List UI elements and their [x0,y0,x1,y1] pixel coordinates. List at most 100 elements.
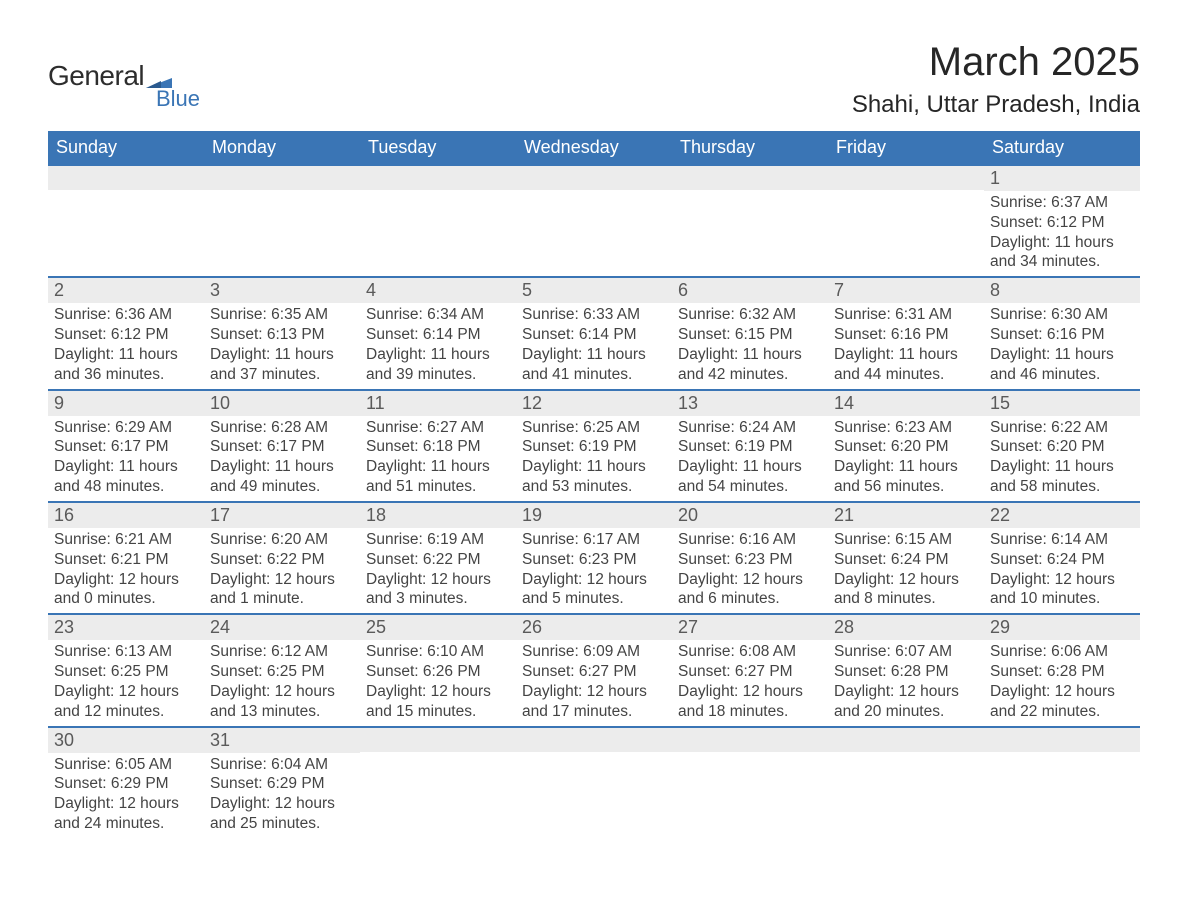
calendar-day-cell: 13Sunrise: 6:24 AMSunset: 6:19 PMDayligh… [672,390,828,502]
day-data: Sunrise: 6:24 AMSunset: 6:19 PMDaylight:… [672,416,828,501]
day-number [828,728,984,752]
daylight-text: Daylight: 12 hours and 8 minutes. [834,570,978,610]
day-data: Sunrise: 6:19 AMSunset: 6:22 PMDaylight:… [360,528,516,613]
day-data [516,190,672,276]
day-data [672,190,828,276]
calendar-day-cell: 24Sunrise: 6:12 AMSunset: 6:25 PMDayligh… [204,614,360,726]
sunset-text: Sunset: 6:27 PM [522,662,666,682]
sunrise-text: Sunrise: 6:21 AM [54,530,198,550]
sunset-text: Sunset: 6:25 PM [210,662,354,682]
day-data: Sunrise: 6:20 AMSunset: 6:22 PMDaylight:… [204,528,360,613]
day-number: 23 [48,615,204,640]
sunset-text: Sunset: 6:21 PM [54,550,198,570]
calendar-day-cell [516,165,672,277]
sunrise-text: Sunrise: 6:34 AM [366,305,510,325]
month-title: March 2025 [852,40,1140,85]
day-number [48,166,204,190]
day-data [360,190,516,276]
day-data: Sunrise: 6:07 AMSunset: 6:28 PMDaylight:… [828,640,984,725]
weekday-header: Tuesday [360,131,516,165]
calendar-day-cell [360,165,516,277]
sunrise-text: Sunrise: 6:06 AM [990,642,1134,662]
day-number: 1 [984,166,1140,191]
calendar-day-cell: 10Sunrise: 6:28 AMSunset: 6:17 PMDayligh… [204,390,360,502]
sunset-text: Sunset: 6:12 PM [990,213,1134,233]
daylight-text: Daylight: 12 hours and 20 minutes. [834,682,978,722]
sunrise-text: Sunrise: 6:20 AM [210,530,354,550]
calendar-week-row: 16Sunrise: 6:21 AMSunset: 6:21 PMDayligh… [48,502,1140,614]
day-data: Sunrise: 6:22 AMSunset: 6:20 PMDaylight:… [984,416,1140,501]
calendar-day-cell: 11Sunrise: 6:27 AMSunset: 6:18 PMDayligh… [360,390,516,502]
day-data: Sunrise: 6:06 AMSunset: 6:28 PMDaylight:… [984,640,1140,725]
daylight-text: Daylight: 11 hours and 36 minutes. [54,345,198,385]
sunrise-text: Sunrise: 6:09 AM [522,642,666,662]
sunset-text: Sunset: 6:20 PM [990,437,1134,457]
calendar-day-cell: 16Sunrise: 6:21 AMSunset: 6:21 PMDayligh… [48,502,204,614]
daylight-text: Daylight: 11 hours and 56 minutes. [834,457,978,497]
daylight-text: Daylight: 12 hours and 1 minute. [210,570,354,610]
sunrise-text: Sunrise: 6:12 AM [210,642,354,662]
calendar-day-cell: 19Sunrise: 6:17 AMSunset: 6:23 PMDayligh… [516,502,672,614]
title-block: March 2025 Shahi, Uttar Pradesh, India [852,40,1140,119]
daylight-text: Daylight: 12 hours and 24 minutes. [54,794,198,834]
sunset-text: Sunset: 6:28 PM [834,662,978,682]
calendar-day-cell: 12Sunrise: 6:25 AMSunset: 6:19 PMDayligh… [516,390,672,502]
day-data: Sunrise: 6:28 AMSunset: 6:17 PMDaylight:… [204,416,360,501]
calendar-day-cell [360,727,516,838]
day-number: 9 [48,391,204,416]
weekday-header: Thursday [672,131,828,165]
day-number: 6 [672,278,828,303]
day-data: Sunrise: 6:36 AMSunset: 6:12 PMDaylight:… [48,303,204,388]
sunrise-text: Sunrise: 6:04 AM [210,755,354,775]
calendar-day-cell: 6Sunrise: 6:32 AMSunset: 6:15 PMDaylight… [672,277,828,389]
calendar-table: Sunday Monday Tuesday Wednesday Thursday… [48,131,1140,838]
sunset-text: Sunset: 6:23 PM [678,550,822,570]
day-data: Sunrise: 6:14 AMSunset: 6:24 PMDaylight:… [984,528,1140,613]
day-data: Sunrise: 6:31 AMSunset: 6:16 PMDaylight:… [828,303,984,388]
day-number: 27 [672,615,828,640]
sunrise-text: Sunrise: 6:14 AM [990,530,1134,550]
calendar-day-cell: 5Sunrise: 6:33 AMSunset: 6:14 PMDaylight… [516,277,672,389]
daylight-text: Daylight: 12 hours and 6 minutes. [678,570,822,610]
sunrise-text: Sunrise: 6:27 AM [366,418,510,438]
sunrise-text: Sunrise: 6:31 AM [834,305,978,325]
day-data: Sunrise: 6:09 AMSunset: 6:27 PMDaylight:… [516,640,672,725]
day-data [828,190,984,276]
sunset-text: Sunset: 6:29 PM [210,774,354,794]
weekday-header: Wednesday [516,131,672,165]
calendar-day-cell: 27Sunrise: 6:08 AMSunset: 6:27 PMDayligh… [672,614,828,726]
day-number: 12 [516,391,672,416]
sunset-text: Sunset: 6:20 PM [834,437,978,457]
location-text: Shahi, Uttar Pradesh, India [852,91,1140,119]
day-data: Sunrise: 6:12 AMSunset: 6:25 PMDaylight:… [204,640,360,725]
calendar-day-cell [672,727,828,838]
day-data: Sunrise: 6:10 AMSunset: 6:26 PMDaylight:… [360,640,516,725]
calendar-day-cell: 21Sunrise: 6:15 AMSunset: 6:24 PMDayligh… [828,502,984,614]
calendar-day-cell: 7Sunrise: 6:31 AMSunset: 6:16 PMDaylight… [828,277,984,389]
calendar-day-cell [516,727,672,838]
sunrise-text: Sunrise: 6:19 AM [366,530,510,550]
day-data: Sunrise: 6:05 AMSunset: 6:29 PMDaylight:… [48,753,204,838]
weekday-header: Friday [828,131,984,165]
weekday-header: Saturday [984,131,1140,165]
sunset-text: Sunset: 6:18 PM [366,437,510,457]
sunset-text: Sunset: 6:25 PM [54,662,198,682]
calendar-day-cell: 26Sunrise: 6:09 AMSunset: 6:27 PMDayligh… [516,614,672,726]
sunset-text: Sunset: 6:27 PM [678,662,822,682]
calendar-day-cell [672,165,828,277]
calendar-day-cell: 31Sunrise: 6:04 AMSunset: 6:29 PMDayligh… [204,727,360,838]
calendar-day-cell: 22Sunrise: 6:14 AMSunset: 6:24 PMDayligh… [984,502,1140,614]
calendar-week-row: 1Sunrise: 6:37 AMSunset: 6:12 PMDaylight… [48,165,1140,277]
logo-text-general: General [48,60,144,92]
sunrise-text: Sunrise: 6:24 AM [678,418,822,438]
calendar-day-cell: 30Sunrise: 6:05 AMSunset: 6:29 PMDayligh… [48,727,204,838]
sunset-text: Sunset: 6:22 PM [366,550,510,570]
day-data [360,752,516,838]
calendar-day-cell: 17Sunrise: 6:20 AMSunset: 6:22 PMDayligh… [204,502,360,614]
day-number: 3 [204,278,360,303]
calendar-day-cell: 8Sunrise: 6:30 AMSunset: 6:16 PMDaylight… [984,277,1140,389]
day-data: Sunrise: 6:34 AMSunset: 6:14 PMDaylight:… [360,303,516,388]
sunrise-text: Sunrise: 6:23 AM [834,418,978,438]
daylight-text: Daylight: 11 hours and 42 minutes. [678,345,822,385]
day-number: 2 [48,278,204,303]
